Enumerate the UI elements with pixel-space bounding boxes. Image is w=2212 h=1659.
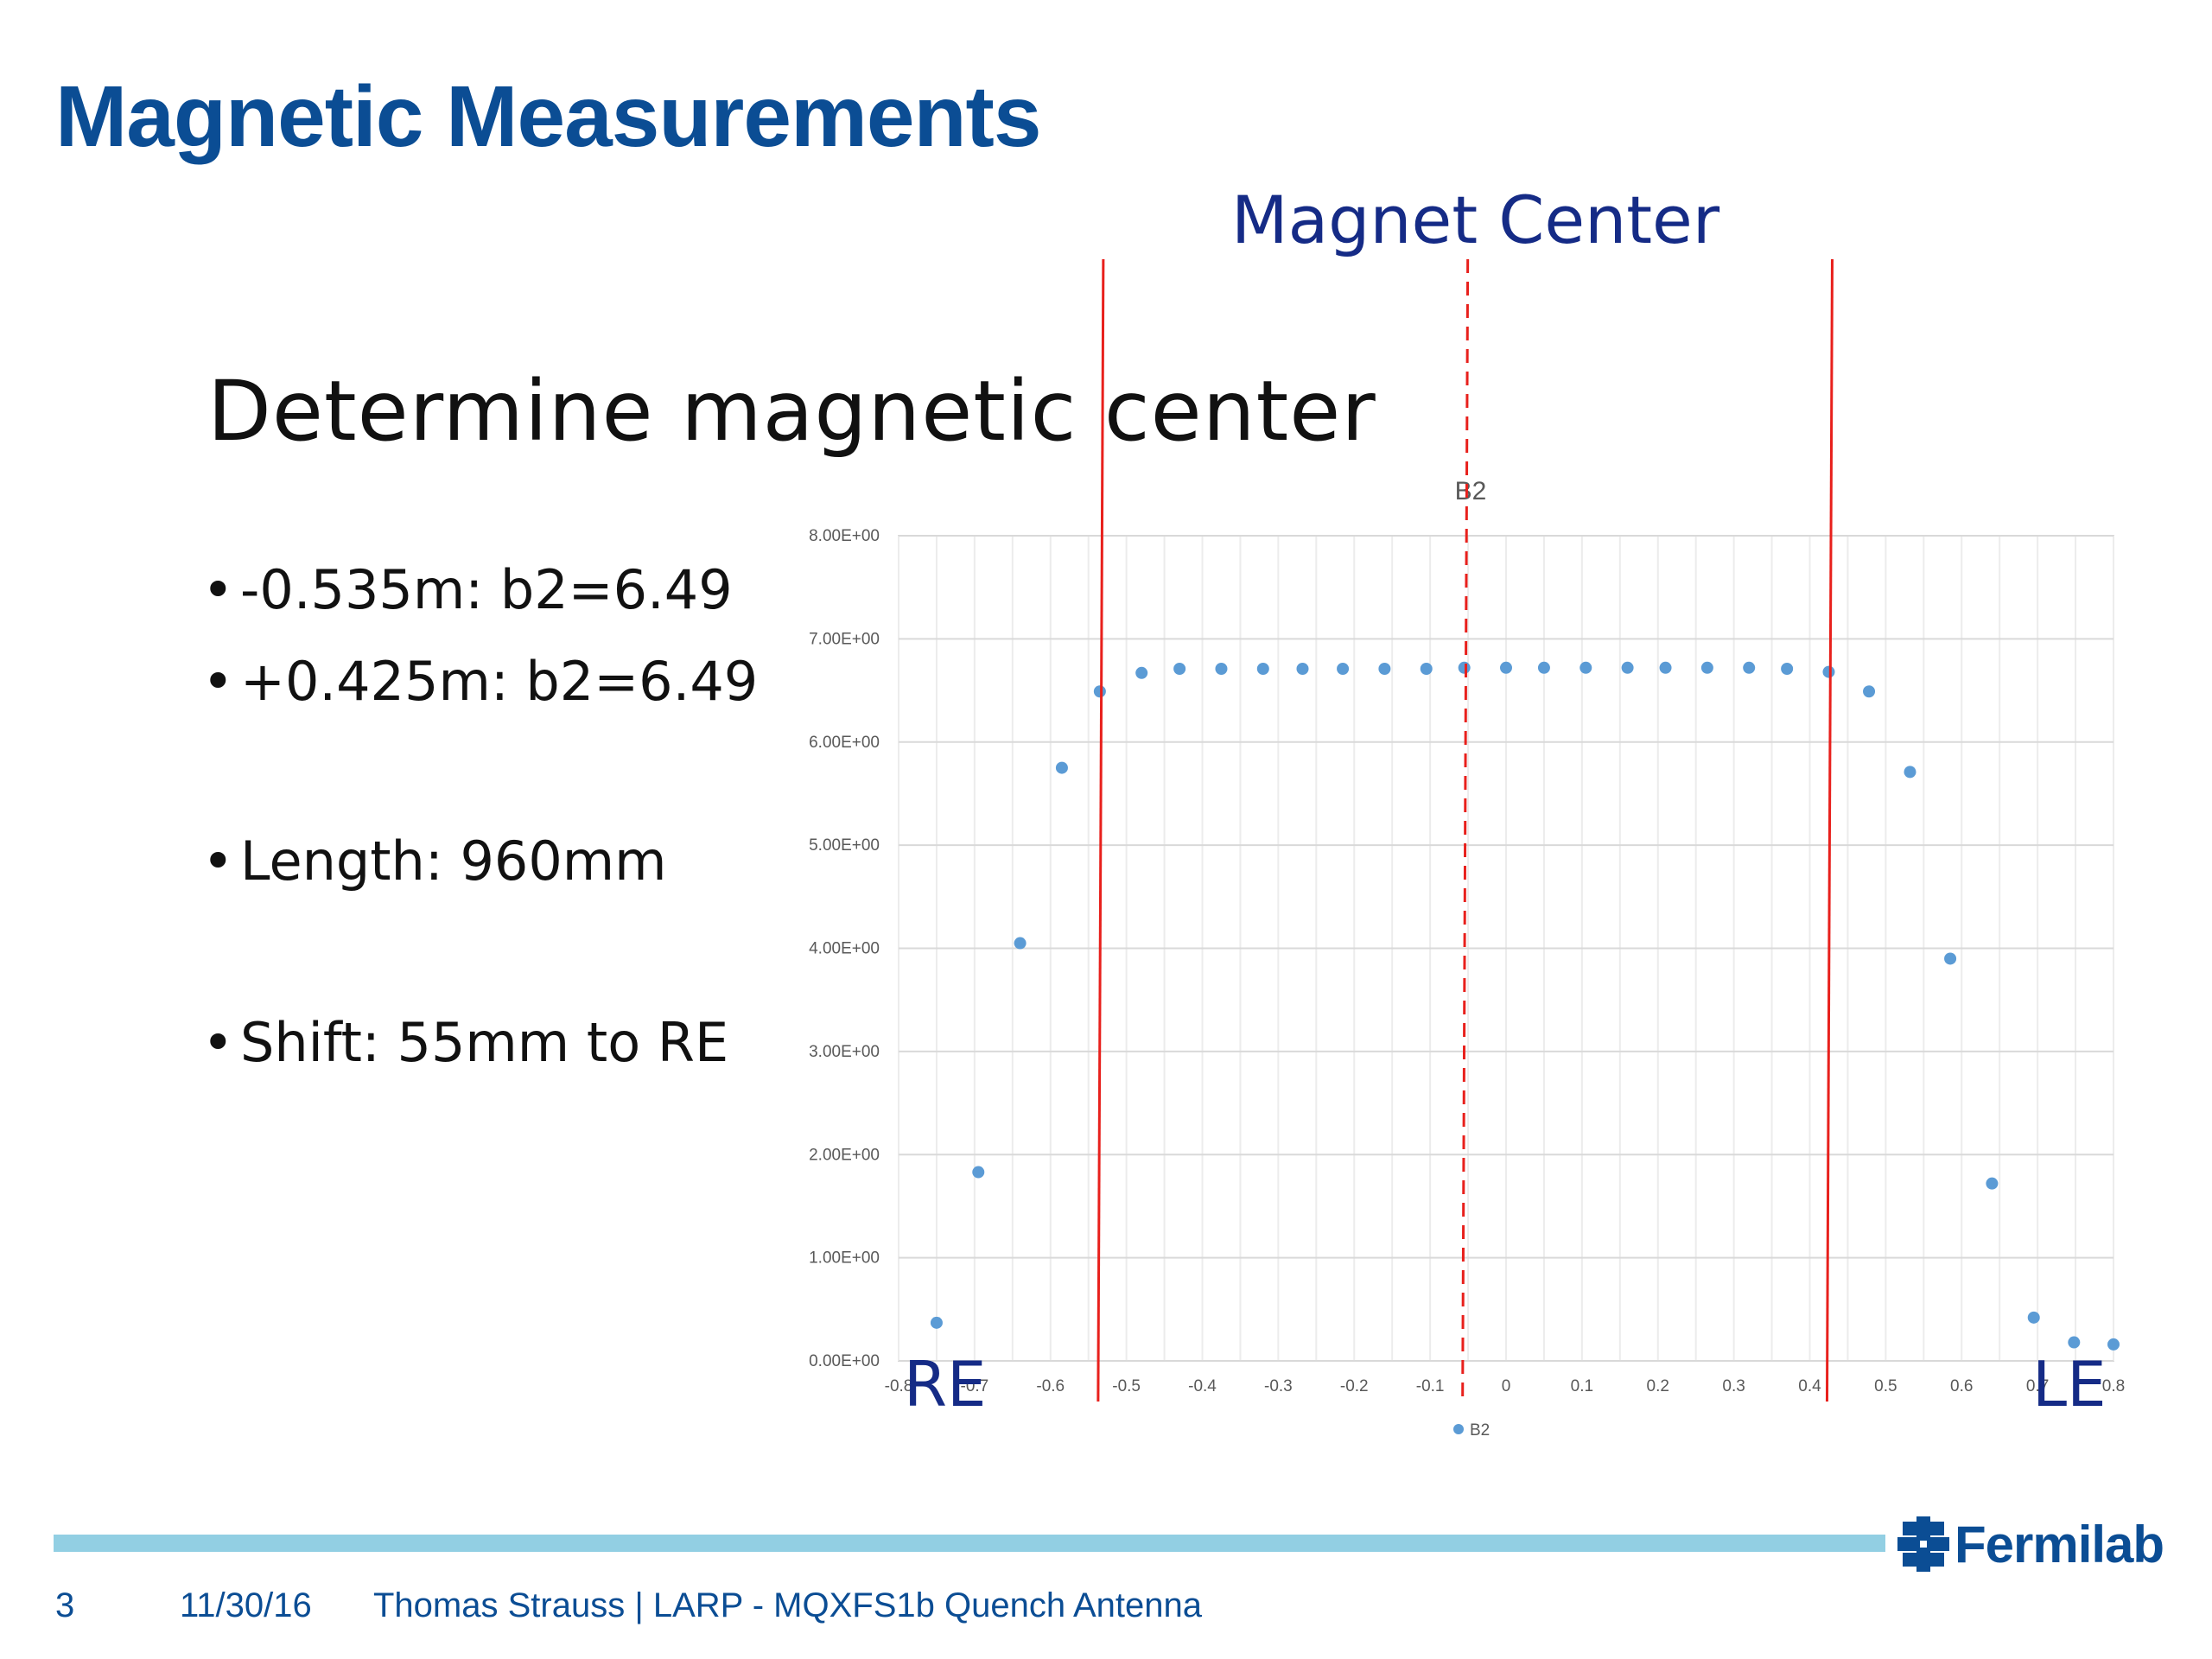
y-tick-label: 7.00E+00 bbox=[809, 630, 880, 648]
data-point bbox=[1014, 937, 1027, 950]
x-tick-label: -0.3 bbox=[1264, 1377, 1293, 1395]
y-tick-label: 0.00E+00 bbox=[809, 1352, 880, 1370]
x-tick-label: -0.2 bbox=[1340, 1377, 1369, 1395]
bullet-marker: • bbox=[202, 558, 234, 621]
data-point bbox=[1093, 685, 1106, 698]
fermilab-logo-icon bbox=[1897, 1516, 1949, 1572]
data-point bbox=[1420, 662, 1433, 675]
footer-credit: Thomas Strauss | LARP - MQXFS1b Quench A… bbox=[373, 1586, 1203, 1624]
data-point bbox=[1863, 685, 1876, 698]
magnet-center-label: Magnet Center bbox=[1231, 181, 1720, 258]
data-point bbox=[930, 1316, 943, 1329]
y-tick-label: 4.00E+00 bbox=[809, 940, 880, 958]
data-point bbox=[1580, 661, 1592, 674]
x-tick-label: 0.4 bbox=[1798, 1377, 1821, 1395]
data-point bbox=[1743, 661, 1756, 674]
data-point bbox=[1378, 662, 1391, 675]
y-tick-label: 8.00E+00 bbox=[809, 527, 880, 545]
bullet-item: • Shift: 55mm to RE bbox=[202, 1011, 728, 1074]
data-point bbox=[2068, 1336, 2081, 1349]
data-point bbox=[1458, 661, 1471, 674]
x-tick-label: 0.5 bbox=[1874, 1377, 1897, 1395]
x-tick-label: -0.1 bbox=[1416, 1377, 1445, 1395]
bullet-marker: • bbox=[202, 650, 234, 713]
data-point bbox=[1337, 662, 1350, 675]
bullet-marker: • bbox=[202, 1011, 234, 1074]
footer-date: 11/30/16 bbox=[180, 1586, 312, 1624]
data-point bbox=[1986, 1177, 1999, 1190]
magnet-end-line bbox=[1825, 258, 1834, 1402]
data-point bbox=[1944, 952, 1957, 965]
fermilab-logo: Fermilab bbox=[1897, 1514, 2164, 1574]
bullet-text: Length: 960mm bbox=[240, 830, 667, 893]
x-tick-label: 0.2 bbox=[1647, 1377, 1669, 1395]
slide-subtitle: Determine magnetic center bbox=[207, 363, 1376, 460]
chart-title: B2 bbox=[1455, 477, 1487, 505]
legend-marker bbox=[1453, 1424, 1464, 1434]
y-tick-label: 6.00E+00 bbox=[809, 734, 880, 752]
footer-bar bbox=[54, 1535, 1885, 1552]
data-point bbox=[1781, 662, 1794, 675]
data-point bbox=[1621, 661, 1634, 674]
x-tick-label: -0.4 bbox=[1188, 1377, 1217, 1395]
bullet-item: • -0.535m: b2=6.49 bbox=[202, 558, 733, 621]
re-label: RE bbox=[904, 1348, 987, 1421]
data-point bbox=[1256, 662, 1269, 675]
data-point bbox=[1822, 665, 1835, 678]
data-point bbox=[1904, 766, 1916, 779]
legend-label: B2 bbox=[1470, 1421, 1490, 1440]
x-tick-label: -0.5 bbox=[1112, 1377, 1141, 1395]
x-tick-label: 0.1 bbox=[1571, 1377, 1593, 1395]
x-tick-label: 0.7 bbox=[2026, 1377, 2049, 1395]
bullet-text: +0.425m: b2=6.49 bbox=[240, 650, 759, 713]
data-point bbox=[1537, 661, 1550, 674]
x-tick-label: 0.8 bbox=[2102, 1377, 2125, 1395]
y-tick-label: 2.00E+00 bbox=[809, 1146, 880, 1164]
x-tick-label: -0.7 bbox=[961, 1377, 989, 1395]
page-number: 3 bbox=[55, 1586, 75, 1624]
data-point bbox=[1215, 662, 1228, 675]
data-point bbox=[1296, 662, 1309, 675]
slide-title: Magnetic Measurements bbox=[55, 68, 1041, 165]
bullet-text: -0.535m: b2=6.49 bbox=[240, 558, 733, 621]
le-label: LE bbox=[2032, 1348, 2107, 1421]
data-point bbox=[1500, 661, 1512, 674]
fermilab-logo-text: Fermilab bbox=[1955, 1515, 2164, 1573]
magnet-center-line bbox=[1461, 258, 1470, 1402]
x-tick-label: 0 bbox=[1502, 1377, 1511, 1395]
data-point bbox=[1700, 661, 1713, 674]
y-tick-label: 1.00E+00 bbox=[809, 1249, 880, 1268]
y-tick-label: 5.00E+00 bbox=[809, 836, 880, 855]
x-tick-label: 0.3 bbox=[1722, 1377, 1745, 1395]
y-tick-label: 3.00E+00 bbox=[809, 1043, 880, 1061]
data-point bbox=[2027, 1311, 2040, 1324]
data-point bbox=[1055, 761, 1068, 774]
x-tick-label: -0.8 bbox=[885, 1377, 913, 1395]
data-point bbox=[1659, 661, 1672, 674]
bullet-text: Shift: 55mm to RE bbox=[240, 1011, 729, 1074]
data-point bbox=[972, 1166, 985, 1179]
bullet-item: • +0.425m: b2=6.49 bbox=[202, 650, 758, 713]
x-tick-label: -0.6 bbox=[1036, 1377, 1065, 1395]
magnet-end-line bbox=[1096, 258, 1105, 1402]
bullet-item: • Length: 960mm bbox=[202, 830, 667, 893]
data-point bbox=[1135, 666, 1148, 679]
x-tick-label: 0.6 bbox=[1950, 1377, 1973, 1395]
data-point bbox=[1173, 662, 1186, 675]
data-point bbox=[2107, 1338, 2120, 1351]
bullet-marker: • bbox=[202, 830, 234, 893]
b2-scatter-chart: 0.00E+00 1.00E+00 2.00E+00 3.00E+00 4.00E+00… bbox=[809, 258, 2125, 1440]
